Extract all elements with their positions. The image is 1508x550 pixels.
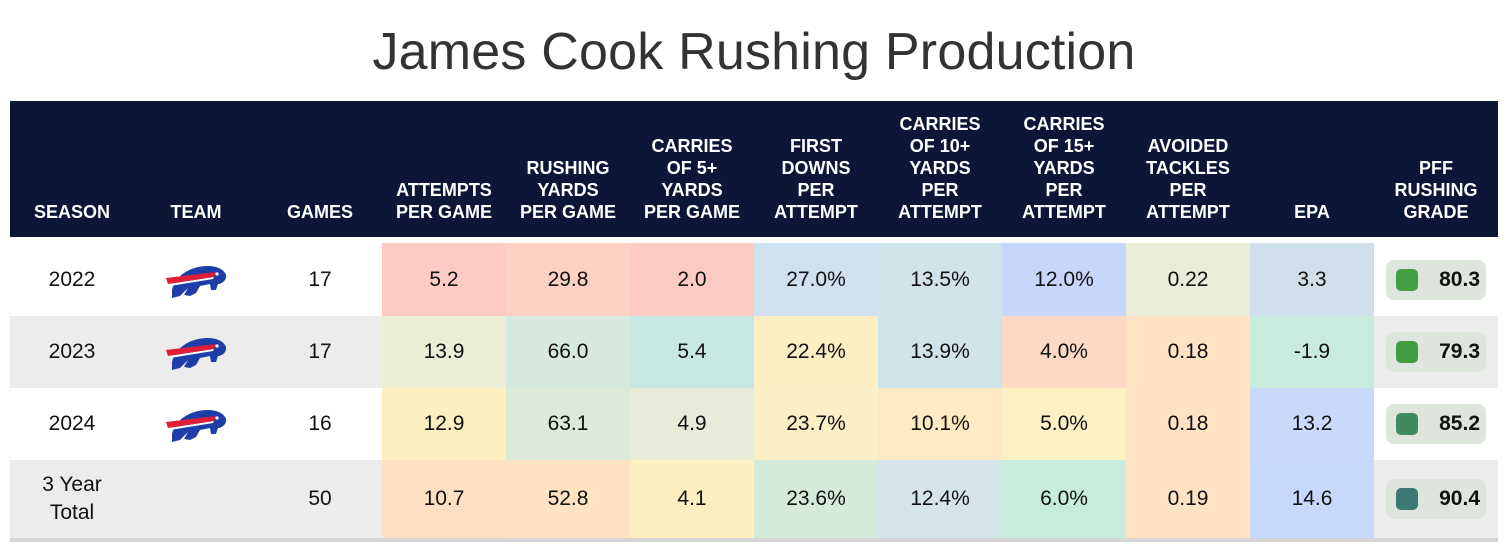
team-cell [134,243,258,316]
stat-cell-c10-pa: 12.4% [878,460,1002,538]
stat-cell-att-pg: 12.9 [382,388,506,460]
stat-cell-c5-pg: 4.1 [630,460,754,538]
games-cell: 17 [308,267,332,291]
grade-color-swatch [1396,413,1418,435]
stat-cell-yds-pg: 29.8 [506,243,630,316]
grade-value: 79.3 [1439,340,1480,363]
stat-cell-att-pg: 13.9 [382,316,506,388]
team-cell [134,388,258,460]
stat-cell-avt-pa: 0.18 [1126,388,1250,460]
table-row: 2022 17 5.2 29.8 2.0 27.0% 13.5% 12.0% 0.22 3.3 80… [10,237,1498,316]
grade-badge: 90.4 [1386,479,1486,519]
grade-cell: 85.2 [1374,388,1498,460]
stat-cell-c10-pa: 13.9% [878,316,1002,388]
stat-cell-att-pg: 10.7 [382,460,506,538]
stat-cell-fd-pa: 23.7% [754,388,878,460]
games-cell: 16 [308,412,332,435]
buffalo-bills-logo-icon [166,338,227,370]
stat-cell-c5-pg: 4.9 [630,388,754,460]
stat-cell-att-pg: 5.2 [382,243,506,316]
table-row: 2024 16 12.9 63.1 4.9 23.7% 10.1% 5.0% 0.18 13.2 8… [10,388,1498,460]
stat-cell-epa: 13.2 [1250,388,1374,460]
season-cell: 3 Year Total [42,473,102,524]
stat-cell-avt-pa: 0.19 [1126,460,1250,538]
stat-cell-c10-pa: 10.1% [878,388,1002,460]
stat-cell-fd-pa: 27.0% [754,243,878,316]
grade-badge: 80.3 [1386,259,1486,300]
column-header-fd-pa: FIRST DOWNS PER ATTEMPT [774,136,858,222]
team-cell [134,316,258,388]
stat-cell-avt-pa: 0.18 [1126,316,1250,388]
stat-cell-fd-pa: 23.6% [754,460,878,538]
grade-color-swatch [1396,268,1418,291]
column-header-team: TEAM [170,202,222,222]
column-header-c5-pg: CARRIES OF 5+ YARDS PER GAME [643,136,740,222]
stat-cell-c15-pa: 4.0% [1002,316,1126,388]
stat-cell-yds-pg: 63.1 [506,388,630,460]
grade-cell: 80.3 [1374,243,1498,316]
stat-cell-c15-pa: 5.0% [1002,388,1126,460]
season-cell: 2024 [48,412,96,435]
table-row: 2023 17 13.9 66.0 5.4 22.4% 13.9% 4.0% 0.18 -1.9 7… [10,316,1498,388]
grade-color-swatch [1396,341,1418,363]
table-row: 3 Year Total 50 10.7 52.8 4.1 23.6% 12.4% 6.0% 0… [10,460,1498,542]
games-cell: 17 [308,340,332,363]
stat-cell-epa: 3.3 [1250,243,1374,316]
buffalo-bills-logo-icon [166,265,227,298]
grade-cell: 90.4 [1374,460,1498,538]
column-header-yds-pg: RUSHING YARDS PER GAME [519,158,616,222]
grade-color-swatch [1396,488,1418,510]
column-header-epa: EPA [1294,202,1330,222]
stat-cell-yds-pg: 66.0 [506,316,630,388]
page-title: James Cook Rushing Production [372,23,1136,81]
table-body: 2022 17 5.2 29.8 2.0 27.0% 13.5% 12.0% 0.22 3.3 80… [10,237,1498,542]
column-header-c10-pa: CARRIES OF 10+ YARDS PER ATTEMPT [898,114,982,222]
column-header-c15-pa: CARRIES OF 15+ YARDS PER ATTEMPT [1022,114,1106,222]
season-cell: 2022 [48,267,96,291]
stat-cell-c5-pg: 2.0 [630,243,754,316]
grade-value: 80.3 [1439,267,1480,291]
team-cell [134,460,258,538]
games-cell: 50 [308,487,332,510]
column-header-avt-pa: AVOIDED TACKLES PER ATTEMPT [1146,136,1230,222]
buffalo-bills-logo-icon [166,410,227,442]
grade-badge: 85.2 [1386,404,1486,444]
stats-table: SEASON TEAM GAMES ATTEMPTS PER GAME RUSHING … [10,101,1498,542]
grade-value: 85.2 [1439,412,1480,435]
column-header-games: GAMES [286,202,353,222]
table-header: SEASON TEAM GAMES ATTEMPTS PER GAME RUSHING … [10,101,1498,237]
season-cell: 2023 [48,340,96,363]
stat-cell-c10-pa: 13.5% [878,243,1002,316]
stat-cell-c15-pa: 12.0% [1002,243,1126,316]
stat-cell-c5-pg: 5.4 [630,316,754,388]
grade-badge: 79.3 [1386,332,1486,372]
grade-value: 90.4 [1439,487,1480,510]
stat-cell-yds-pg: 52.8 [506,460,630,538]
stat-cell-epa: -1.9 [1250,316,1374,388]
stat-cell-avt-pa: 0.22 [1126,243,1250,316]
stat-cell-fd-pa: 22.4% [754,316,878,388]
column-header-att-pg: ATTEMPTS PER GAME [395,180,492,222]
stat-cell-epa: 14.6 [1250,460,1374,538]
column-header-grade: PFF RUSHING GRADE [1394,158,1478,222]
column-header-season: SEASON [33,202,111,222]
stat-cell-c15-pa: 6.0% [1002,460,1126,538]
grade-cell: 79.3 [1374,316,1498,388]
